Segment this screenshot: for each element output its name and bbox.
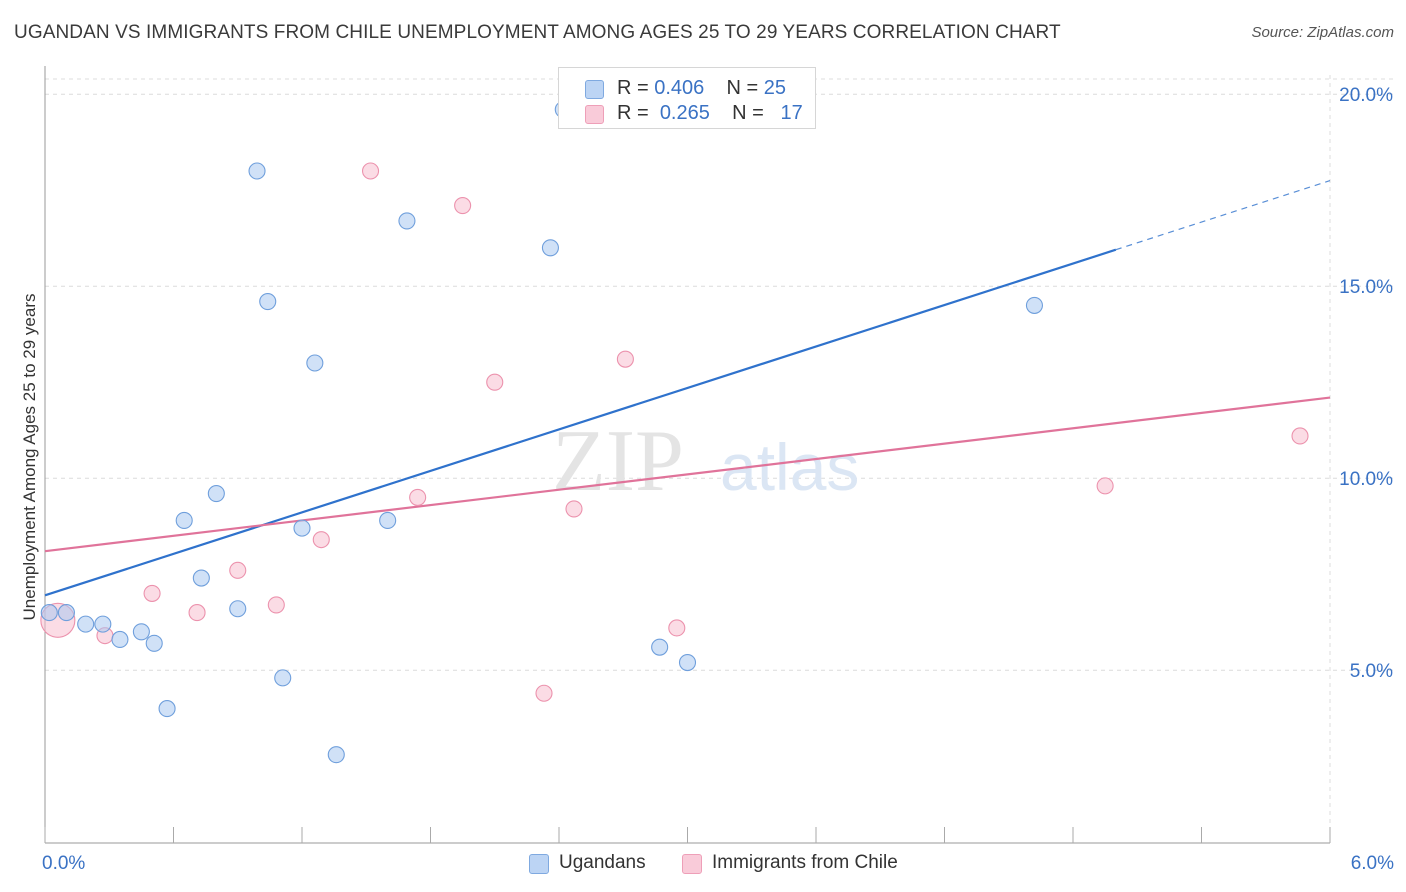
- point-chile: [486, 373, 504, 391]
- point-ugandans: [274, 669, 292, 687]
- point-chile: [361, 162, 380, 180]
- trend-line-0: [44, 248, 1117, 597]
- watermark-zip: ZIP: [552, 413, 684, 510]
- point-ugandans: [94, 615, 112, 633]
- legend-n-label: N =: [732, 102, 764, 124]
- point-chile: [409, 488, 427, 506]
- y-tick-label: 10.0%: [1339, 469, 1393, 490]
- bottom-legend-label-chile: Immigrants from Chile: [712, 852, 898, 873]
- point-ugandans: [379, 511, 397, 529]
- point-ugandans: [158, 700, 176, 718]
- point-chile: [454, 197, 472, 215]
- trend-line-extension-0: [1115, 180, 1331, 251]
- trend-lines: [44, 180, 1331, 597]
- point-ugandans: [175, 511, 193, 529]
- point-ugandans: [57, 604, 75, 622]
- legend-text-chile: R = 0.265 N = 17: [617, 102, 803, 125]
- legend-text-ugandans: R = 0.406 N = 25: [617, 77, 786, 100]
- point-chile: [1096, 477, 1114, 495]
- point-ugandans: [398, 212, 416, 230]
- gridlines: [45, 75, 1393, 843]
- point-ugandans: [192, 569, 210, 587]
- watermark: ZIP atlas: [552, 413, 859, 510]
- bottom-legend-swatch-ugandans: [529, 854, 549, 874]
- point-chile: [668, 619, 686, 637]
- point-ugandans: [77, 615, 95, 633]
- chart-title: UGANDAN VS IMMIGRANTS FROM CHILE UNEMPLO…: [14, 22, 1061, 43]
- bottom-legend-label-ugandans: Ugandans: [559, 852, 646, 873]
- x-tick-label-left: 0.0%: [42, 853, 85, 874]
- point-ugandans: [132, 623, 150, 641]
- bottom-legend-swatch-chile: [682, 854, 702, 874]
- x-tick-label-right: 6.0%: [1351, 853, 1394, 874]
- legend-swatch-chile: [585, 105, 604, 124]
- point-chile: [229, 561, 247, 579]
- legend-r-value-ugandans: 0.406: [654, 77, 705, 99]
- point-ugandans: [145, 634, 163, 652]
- y-tick-labels: 5.0% 10.0% 15.0% 20.0%: [1339, 85, 1393, 682]
- point-chile: [565, 500, 583, 518]
- y-tick-label: 20.0%: [1339, 85, 1393, 106]
- point-ugandans: [40, 604, 58, 622]
- trend-line-1: [44, 396, 1331, 553]
- legend-n-value-ugandans: 25: [763, 77, 787, 99]
- point-ugandans: [248, 162, 266, 180]
- point-chile: [535, 684, 553, 702]
- point-ugandans: [651, 638, 669, 656]
- point-ugandans: [111, 630, 129, 649]
- point-ugandans: [306, 354, 324, 372]
- point-ugandans: [678, 653, 697, 672]
- point-chile: [1291, 427, 1309, 445]
- point-chile: [143, 584, 161, 602]
- point-ugandans: [541, 239, 559, 257]
- point-ugandans: [229, 600, 247, 618]
- chart-source: Source: ZipAtlas.com: [1251, 24, 1394, 41]
- y-axis-label: Unemployment Among Ages 25 to 29 years: [20, 294, 39, 621]
- legend-r-value-chile: 0.265: [659, 102, 710, 124]
- y-tick-label: 5.0%: [1350, 661, 1393, 682]
- point-chile: [188, 604, 206, 622]
- legend-n-value-chile: 17: [780, 102, 803, 124]
- point-ugandans: [293, 519, 311, 537]
- legend-swatch-ugandans: [585, 80, 604, 99]
- point-ugandans: [1025, 296, 1043, 314]
- point-ugandans: [207, 485, 225, 503]
- point-ugandans: [259, 293, 277, 311]
- point-chile: [312, 531, 330, 549]
- legend-r-label: R =: [617, 77, 649, 99]
- point-ugandans: [327, 746, 345, 764]
- point-chile: [267, 596, 285, 614]
- axes: [44, 66, 1331, 844]
- legend-r-label: R =: [617, 102, 649, 124]
- legend-n-label: N =: [726, 77, 759, 99]
- point-chile: [616, 350, 634, 368]
- y-tick-label: 15.0%: [1339, 277, 1393, 298]
- correlation-legend: R = 0.406 N = 25 R = 0.265 N = 17: [558, 67, 816, 129]
